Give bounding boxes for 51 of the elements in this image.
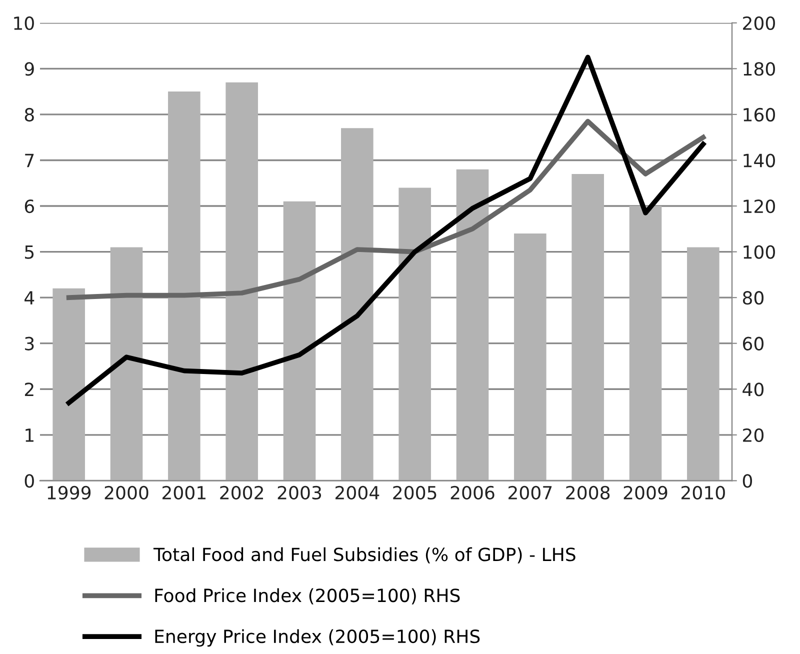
x-tick-label: 2000 (104, 486, 148, 500)
y2-tick-label: 80 (742, 291, 764, 305)
line-series (66, 54, 706, 406)
y-tick-label: 8 (24, 108, 34, 122)
x-tick-label: 2010 (682, 486, 725, 500)
line-series (66, 118, 706, 300)
x-tick-label: 1999 (48, 486, 91, 500)
y-tick-label: 5 (25, 245, 34, 259)
y-tick-label: 1 (26, 428, 34, 442)
legend-label: Energy Price Index (2005=100) RHS (155, 629, 480, 647)
bar (283, 201, 316, 481)
bar (456, 169, 489, 481)
y-tick-label: 9 (24, 62, 34, 76)
y-tick-label: 7 (25, 154, 34, 168)
bar (514, 233, 546, 481)
x-tick-label: 2009 (624, 486, 668, 500)
x-tick-label: 2006 (450, 486, 494, 500)
y2-tick-label: 160 (744, 108, 775, 122)
y-tick-label: 6 (24, 199, 34, 214)
bar (52, 288, 85, 481)
bar (110, 247, 143, 481)
x-tick-label: 2001 (162, 486, 206, 500)
y2-tick-label: 20 (743, 428, 764, 442)
y2-tick-label: 60 (742, 336, 764, 350)
y2-tick-label: 180 (744, 62, 775, 76)
x-tick-label: 2008 (566, 486, 610, 500)
y2-tick-label: 40 (742, 382, 764, 396)
y2-tick-label: 120 (744, 199, 775, 214)
y-tick-label: 4 (24, 291, 34, 304)
bar (629, 206, 662, 481)
y2-tick-label: 100 (744, 245, 775, 259)
x-tick-label: 2003 (278, 486, 322, 500)
legend-label: Total Food and Fuel Subsidies (% of GDP) - LHS (153, 547, 576, 564)
y2-tick-label: 0 (742, 474, 752, 488)
legend-label: Food Price Index (2005=100) RHS (155, 588, 460, 604)
y2-tick-label: 200 (743, 16, 775, 30)
y-tick-label: 3 (25, 336, 34, 350)
y2-tick-label: 140 (744, 154, 775, 168)
bar (687, 247, 720, 481)
y-tick-label: 10 (14, 16, 34, 30)
y-tick-label: 0 (24, 474, 34, 488)
y-tick-label: 2 (24, 382, 34, 396)
bar (572, 174, 604, 481)
x-tick-label: 2004 (336, 486, 380, 500)
x-tick-label: 2005 (393, 486, 436, 500)
x-tick-label: 2007 (508, 486, 552, 500)
bar (226, 82, 258, 481)
bar (168, 92, 200, 481)
bar (341, 128, 374, 481)
bar (398, 188, 431, 481)
x-tick-label: 2002 (220, 486, 263, 500)
